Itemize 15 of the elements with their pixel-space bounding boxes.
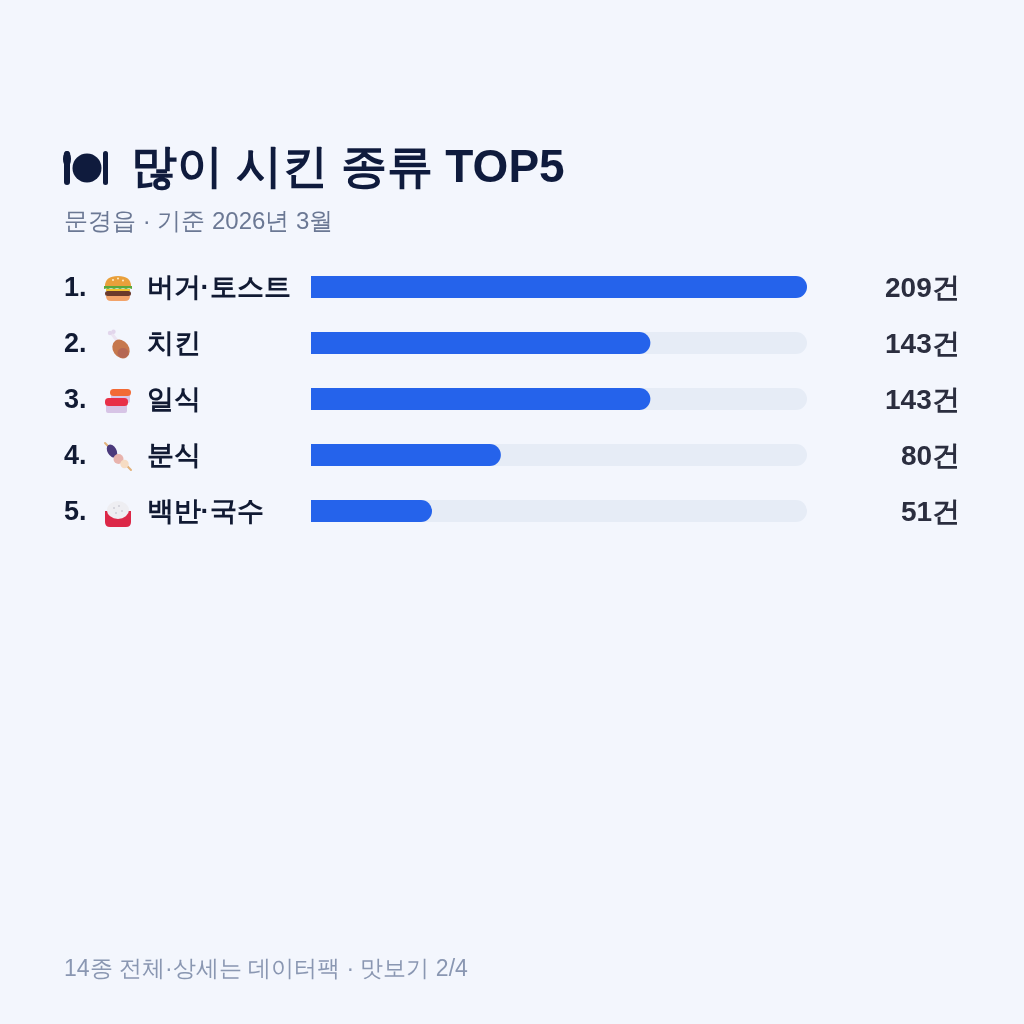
bar [311,500,433,522]
y-tick-label: 1. 버거·토스트 [64,272,291,302]
data-label: 51건 [901,496,961,527]
data-label: 143건 [885,328,960,359]
data-label: 209건 [885,272,960,303]
bar [311,276,807,298]
text: 14종 전체·상세는 데이터팩 · 맛보기 2/4 [64,955,469,981]
y-tick-label: 5. 백반·국수 [64,496,264,526]
data-label: 143건 [885,384,960,415]
y-tick-label: 4. 분식 [64,440,201,470]
chart-title: 많이 시킨 종류 TOP5 [131,140,565,193]
y-tick-label: 2. 치킨 [64,328,201,358]
y-tick-label: 3. 일식 [64,384,201,414]
data-label: 80건 [901,440,961,471]
chart-subtitle: 문경읍 · 기준 2026년 3월 [64,207,334,234]
